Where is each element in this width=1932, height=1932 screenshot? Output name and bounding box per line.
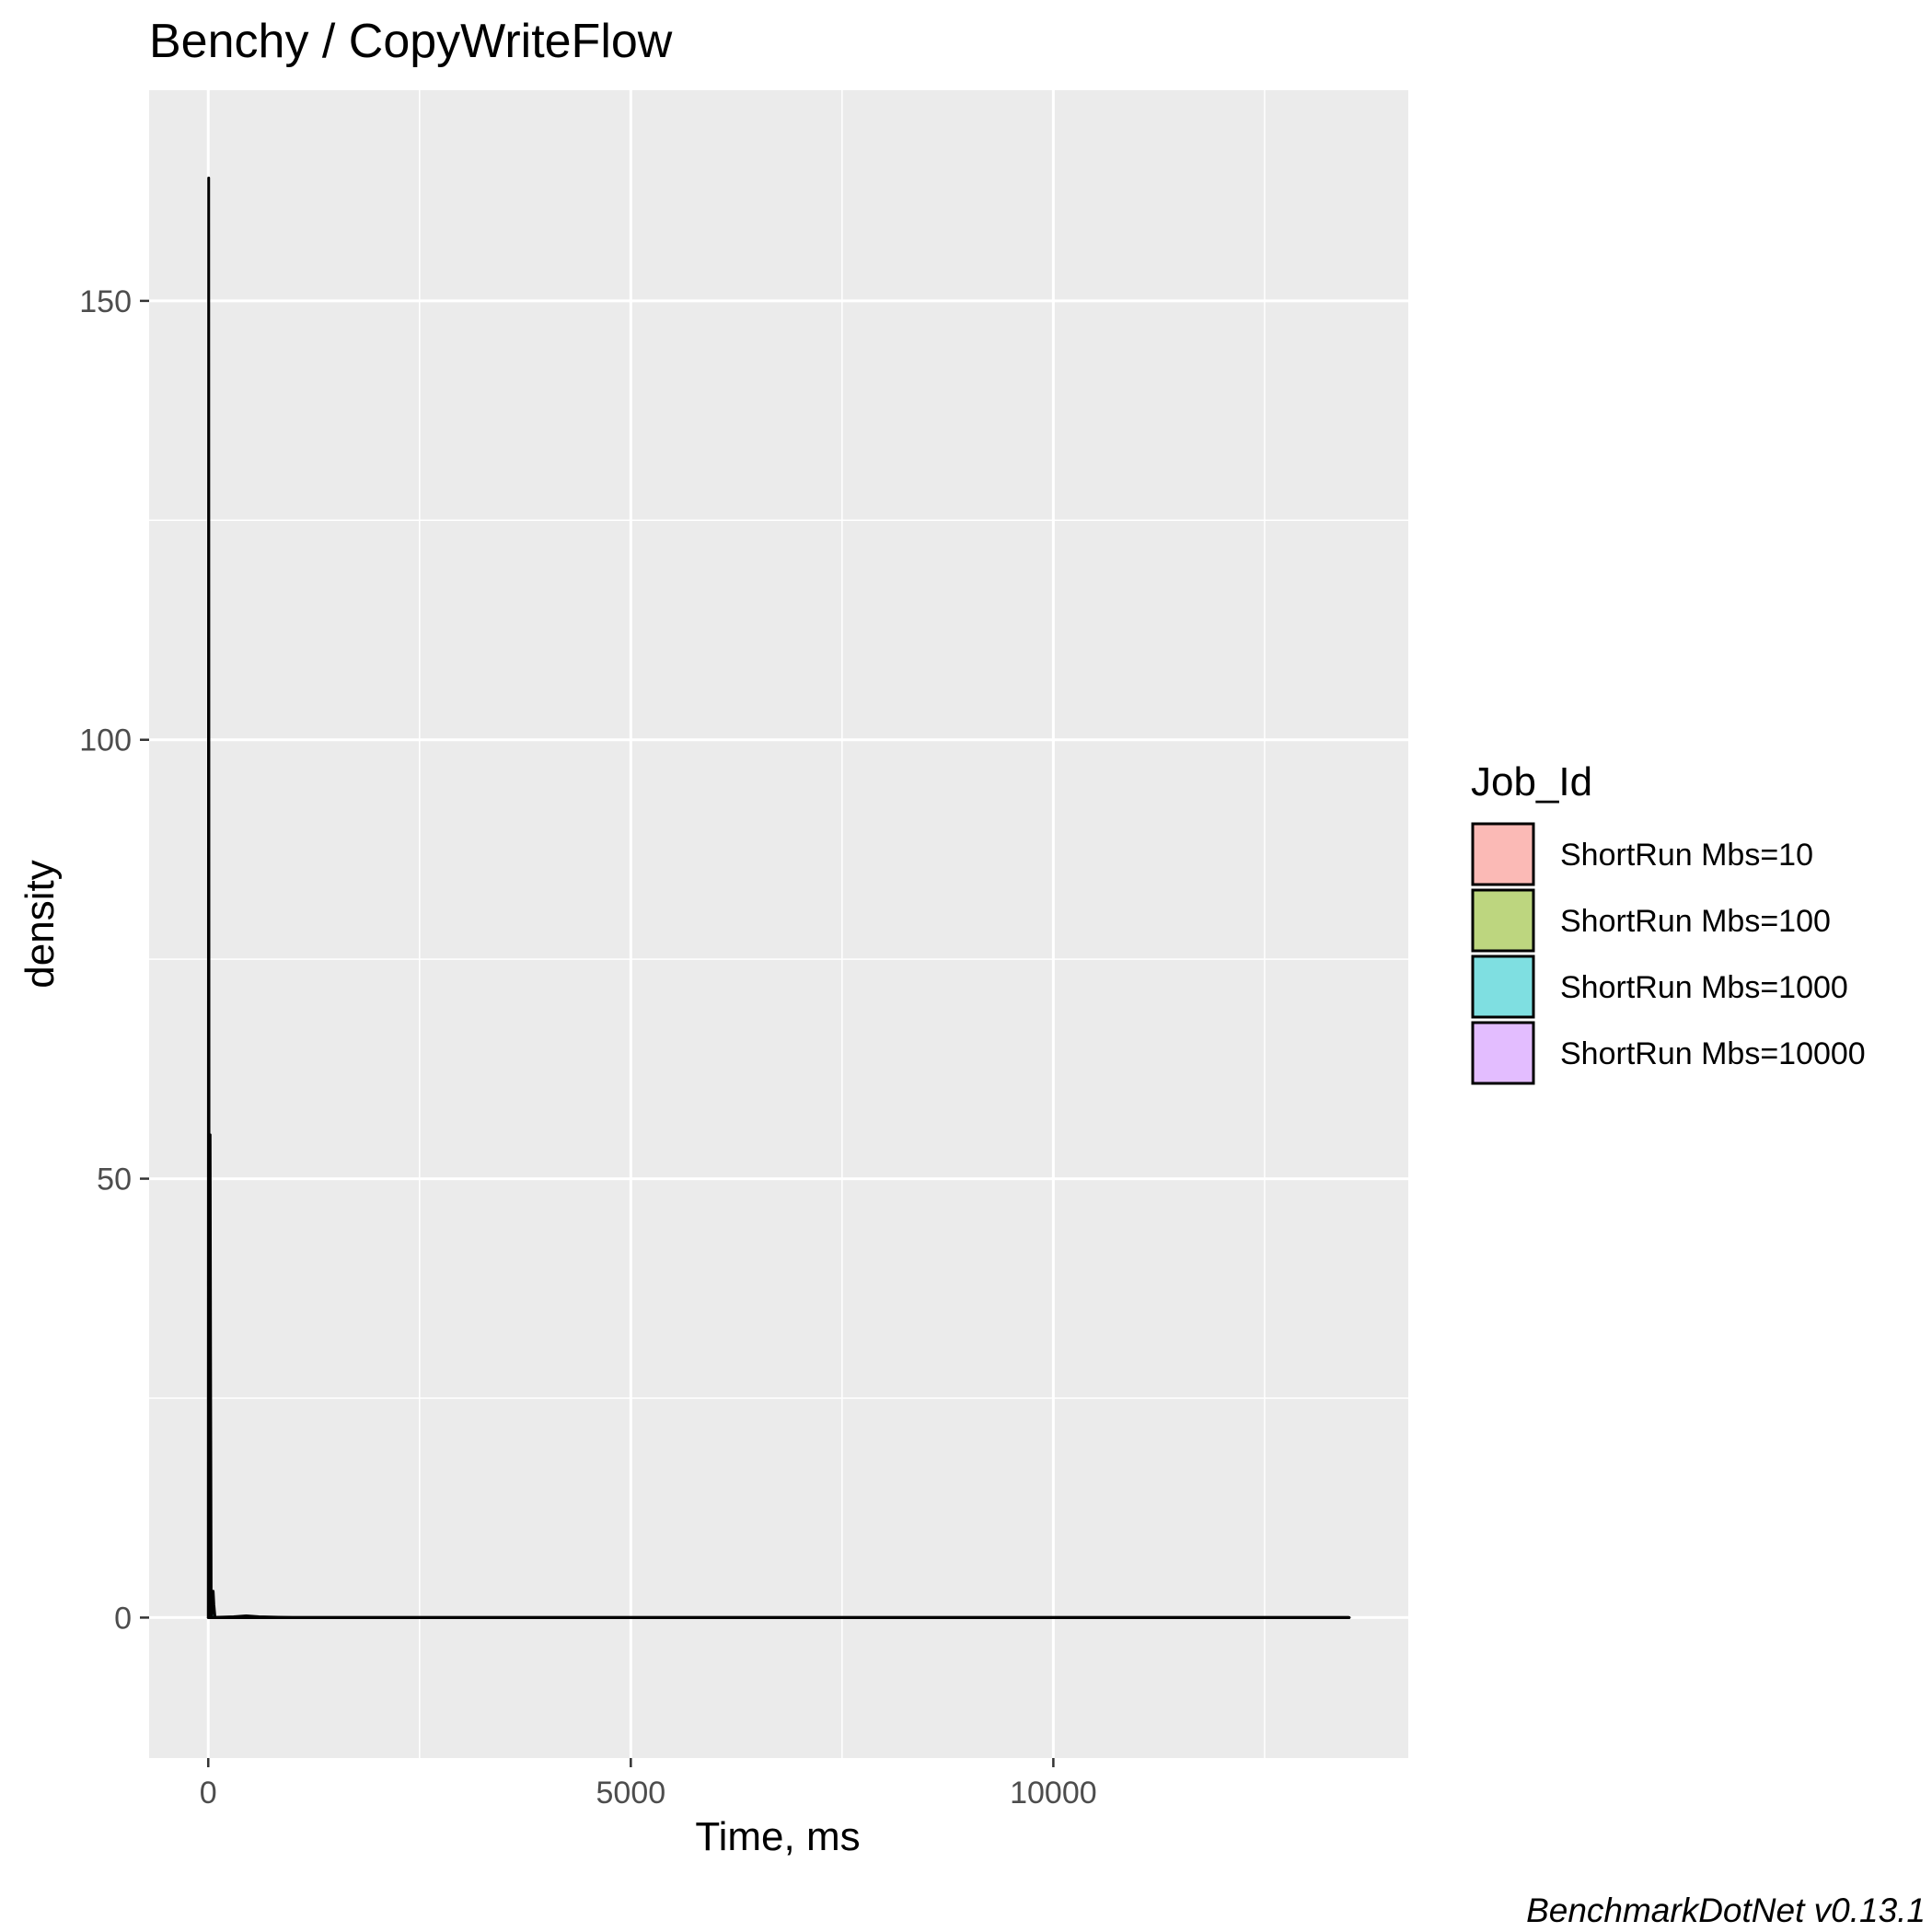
x-tick-label: 10000 — [1010, 1776, 1097, 1811]
legend-label: ShortRun Mbs=10000 — [1560, 1036, 1866, 1071]
y-tick-label: 0 — [114, 1601, 132, 1636]
legend-label: ShortRun Mbs=10 — [1560, 838, 1813, 873]
x-tick-label: 5000 — [596, 1776, 666, 1811]
legend-items: ShortRun Mbs=10 ShortRun Mbs=100 ShortRun … — [1471, 822, 1866, 1085]
x-tick-label: 0 — [200, 1776, 217, 1811]
x-axis-title: Time, ms — [695, 1814, 860, 1859]
legend-key-swatch — [1471, 954, 1535, 1019]
legend-key-swatch — [1471, 888, 1535, 953]
legend-title: Job_Id — [1471, 759, 1592, 804]
y-tick-label: 150 — [79, 284, 132, 319]
legend-key-swatch — [1471, 822, 1535, 886]
legend-key-swatch — [1471, 1021, 1535, 1085]
legend-label: ShortRun Mbs=1000 — [1560, 970, 1848, 1005]
y-tick-label: 100 — [79, 723, 132, 758]
density-area-4 — [206, 1614, 1351, 1619]
caption: BenchmarkDotNet v0.13.1 — [1526, 1892, 1926, 1929]
density-series — [206, 176, 1351, 1619]
y-axis-title: density — [17, 860, 63, 988]
minor-gridlines — [149, 90, 1408, 1758]
legend-label: ShortRun Mbs=100 — [1560, 904, 1831, 939]
chart-title: Benchy / CopyWriteFlow — [149, 15, 673, 68]
x-axis: 0 5000 10000 — [200, 1758, 1097, 1811]
y-axis: 0 50 100 150 — [79, 284, 149, 1636]
plot-panel — [149, 90, 1408, 1758]
y-tick-label: 50 — [97, 1163, 132, 1197]
